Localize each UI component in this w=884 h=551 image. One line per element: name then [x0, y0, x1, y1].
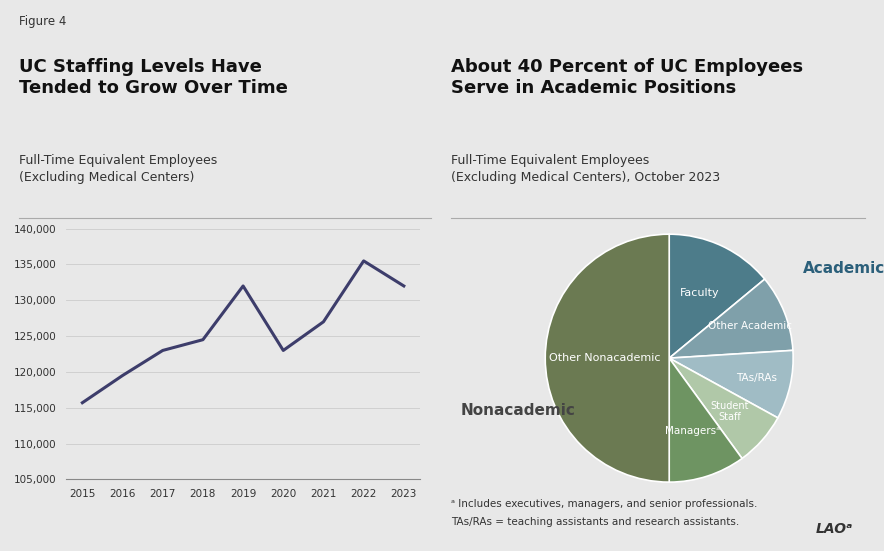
Text: ᵃ Includes executives, managers, and senior professionals.: ᵃ Includes executives, managers, and sen… — [451, 499, 758, 509]
Text: TAs/RAs: TAs/RAs — [735, 372, 777, 382]
Wedge shape — [669, 350, 793, 418]
Text: Other Nonacademic: Other Nonacademic — [549, 353, 660, 363]
Text: Other Academic: Other Academic — [708, 321, 792, 331]
Text: LAOᵃ: LAOᵃ — [816, 522, 853, 536]
Text: Managersᵃ: Managersᵃ — [666, 426, 720, 436]
Text: Full-Time Equivalent Employees
(Excluding Medical Centers), October 2023: Full-Time Equivalent Employees (Excludin… — [451, 154, 720, 184]
Text: Figure 4: Figure 4 — [19, 15, 67, 29]
Wedge shape — [669, 279, 793, 358]
Text: TAs/RAs = teaching assistants and research assistants.: TAs/RAs = teaching assistants and resear… — [451, 517, 739, 527]
Text: About 40 Percent of UC Employees
Serve in Academic Positions: About 40 Percent of UC Employees Serve i… — [451, 58, 803, 98]
Wedge shape — [669, 358, 742, 482]
Text: Nonacademic: Nonacademic — [461, 403, 575, 418]
Text: Full-Time Equivalent Employees
(Excluding Medical Centers): Full-Time Equivalent Employees (Excludin… — [19, 154, 217, 184]
Wedge shape — [669, 234, 765, 358]
Text: Student
Staff: Student Staff — [711, 401, 749, 422]
Text: Faculty: Faculty — [680, 288, 720, 298]
Wedge shape — [545, 234, 669, 482]
Text: Academic: Academic — [803, 261, 884, 277]
Wedge shape — [669, 358, 778, 458]
Text: UC Staffing Levels Have
Tended to Grow Over Time: UC Staffing Levels Have Tended to Grow O… — [19, 58, 288, 98]
